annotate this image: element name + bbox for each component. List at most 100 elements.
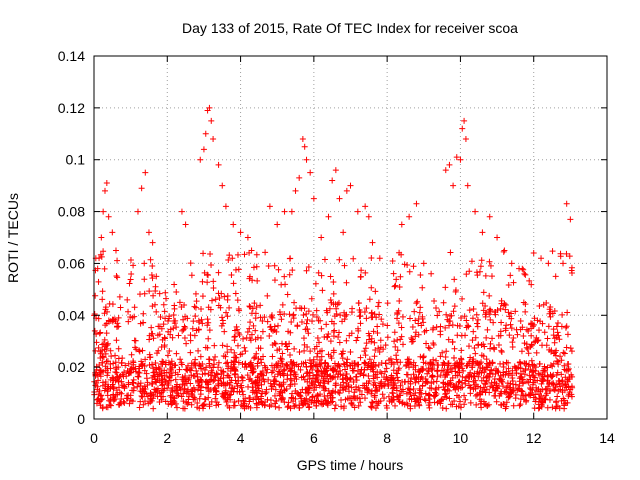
x-tick-label: 2	[163, 430, 171, 446]
data-point	[281, 386, 288, 393]
data-point	[130, 359, 137, 366]
data-point	[106, 401, 113, 408]
data-point	[184, 388, 191, 395]
data-point	[117, 304, 124, 311]
data-point	[96, 367, 103, 374]
data-point	[264, 366, 271, 373]
data-point	[366, 378, 373, 385]
data-point	[454, 322, 461, 329]
data-point	[443, 311, 450, 318]
data-point	[461, 117, 468, 124]
data-point	[284, 404, 291, 411]
data-point	[411, 392, 418, 399]
data-point	[151, 301, 158, 308]
data-point	[304, 390, 311, 397]
data-point	[430, 392, 437, 399]
data-point	[557, 353, 564, 360]
data-point	[252, 395, 259, 402]
data-point	[445, 336, 452, 343]
data-point	[365, 330, 372, 337]
data-point	[389, 257, 396, 264]
data-point	[293, 305, 300, 312]
data-point	[353, 337, 360, 344]
data-point	[299, 135, 306, 142]
data-point	[417, 271, 424, 278]
data-point	[467, 354, 474, 361]
data-point	[439, 349, 446, 356]
data-point	[156, 377, 163, 384]
data-point	[533, 334, 540, 341]
data-point	[154, 393, 161, 400]
data-point	[148, 272, 155, 279]
data-point	[323, 367, 330, 374]
data-point	[281, 208, 288, 215]
data-point	[126, 280, 133, 287]
data-point	[230, 388, 237, 395]
data-point	[366, 296, 373, 303]
data-point	[477, 263, 484, 270]
data-point	[169, 334, 176, 341]
data-point	[122, 362, 129, 369]
data-point	[188, 401, 195, 408]
data-point	[366, 336, 373, 343]
data-point	[202, 344, 209, 351]
data-point	[318, 353, 325, 360]
data-point	[398, 324, 405, 331]
data-point	[91, 310, 98, 317]
data-point	[171, 281, 178, 288]
data-point	[324, 363, 331, 370]
data-point	[434, 367, 441, 374]
data-point	[238, 402, 245, 409]
data-point	[148, 361, 155, 368]
data-point	[325, 351, 332, 358]
data-point	[368, 254, 375, 261]
data-point	[223, 398, 230, 405]
data-point	[498, 347, 505, 354]
data-point	[394, 370, 401, 377]
x-tick-label: 4	[237, 430, 245, 446]
data-point	[558, 323, 565, 330]
data-point	[411, 375, 418, 382]
data-point	[207, 251, 214, 258]
data-point	[474, 323, 481, 330]
data-point	[473, 269, 480, 276]
data-point	[325, 213, 332, 220]
data-point	[265, 262, 272, 269]
data-point	[197, 376, 204, 383]
data-point	[413, 395, 420, 402]
data-point	[197, 391, 204, 398]
data-point	[420, 260, 427, 267]
data-point	[542, 396, 549, 403]
data-point	[480, 398, 487, 405]
data-point	[549, 248, 556, 255]
data-point	[406, 268, 413, 275]
data-point	[445, 360, 452, 367]
data-point	[564, 361, 571, 368]
data-point	[258, 371, 265, 378]
data-point	[149, 395, 156, 402]
data-point	[235, 306, 242, 313]
data-point	[444, 382, 451, 389]
data-point	[547, 313, 554, 320]
data-point	[262, 249, 269, 256]
data-point	[355, 300, 362, 307]
data-point	[399, 313, 406, 320]
data-point	[361, 348, 368, 355]
data-point	[135, 369, 142, 376]
data-point	[161, 308, 168, 315]
data-point	[498, 390, 505, 397]
data-point	[561, 397, 568, 404]
data-point	[374, 329, 381, 336]
data-point	[272, 386, 279, 393]
data-point	[228, 346, 235, 353]
chart-title: Day 133 of 2015, Rate Of TEC Index for r…	[182, 20, 518, 36]
data-points	[91, 104, 576, 412]
data-point	[200, 250, 207, 257]
data-point	[252, 336, 259, 343]
data-point	[235, 266, 242, 273]
data-point	[101, 265, 108, 272]
data-point	[507, 321, 514, 328]
data-point	[282, 281, 289, 288]
data-point	[140, 310, 147, 317]
data-point	[318, 325, 325, 332]
